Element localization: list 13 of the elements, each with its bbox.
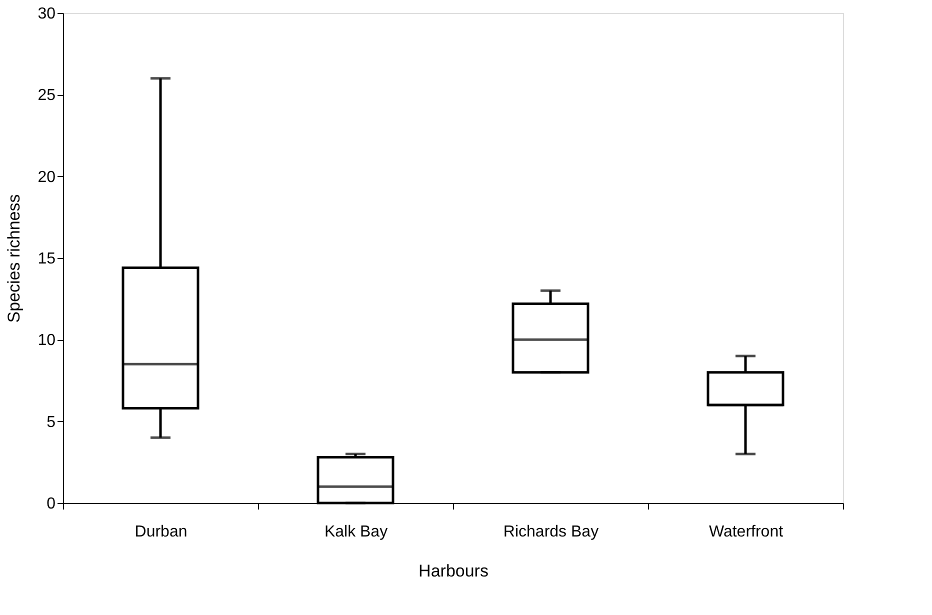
x-tick-label: Waterfront	[708, 524, 784, 540]
x-tick-label: Kalk Bay	[324, 524, 388, 540]
y-axis-title: Species richness	[4, 194, 24, 323]
x-tick-label: Richards Bay	[503, 524, 599, 540]
y-tick-label: 20	[38, 168, 56, 186]
x-tick-label: Durban	[134, 524, 188, 540]
y-tick-label: 0	[46, 496, 56, 512]
y-tick-label: 30	[38, 6, 56, 22]
y-tick-label: 5	[46, 414, 56, 431]
y-tick-label: 25	[38, 87, 56, 104]
y-tick-label: 10	[38, 332, 56, 350]
x-axis-title: Harbours	[418, 562, 488, 580]
y-tick-label: 15	[38, 250, 56, 268]
